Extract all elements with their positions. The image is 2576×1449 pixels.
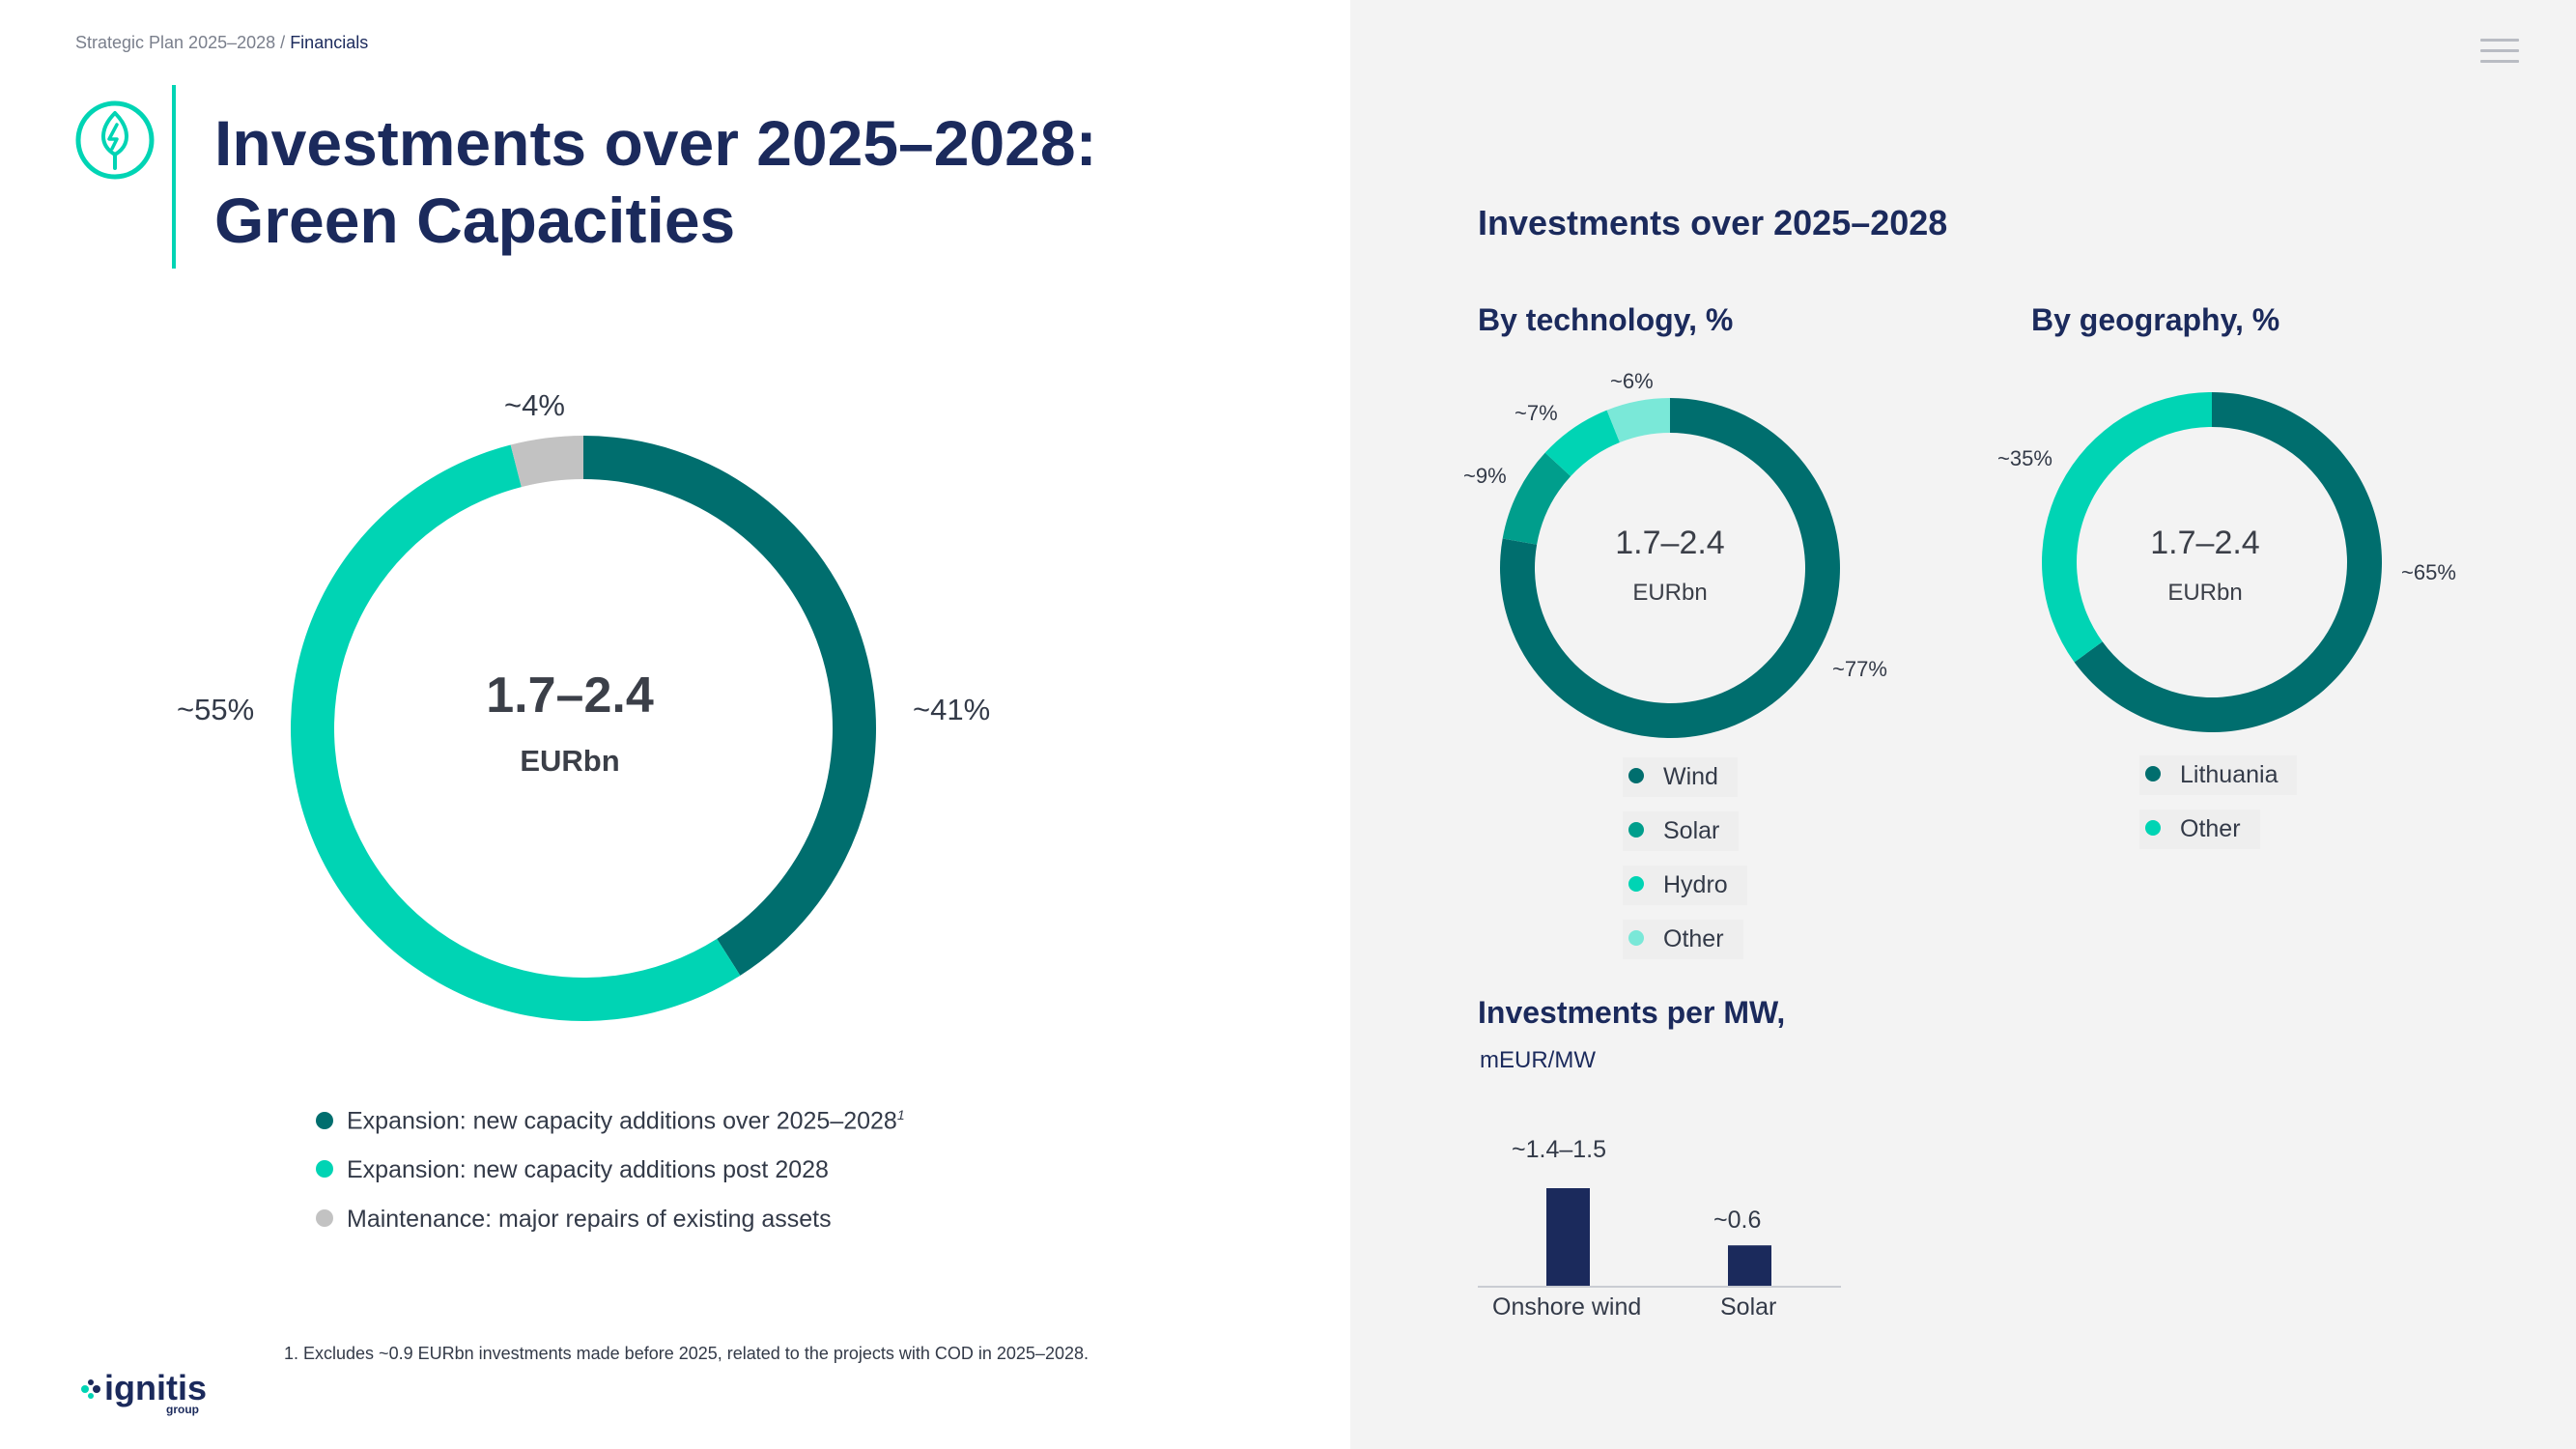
legend-item: Wind (1623, 757, 1738, 797)
legend-dot (316, 1111, 333, 1129)
slice-label: ~4% (504, 388, 565, 422)
donut-slice (1606, 398, 1670, 443)
slice-label: ~55% (177, 693, 255, 726)
donut-slice (1502, 452, 1571, 545)
breadcrumb-section[interactable]: Strategic Plan 2025–2028 (75, 33, 276, 52)
bar-value-label: ~1.4–1.5 (1512, 1136, 1607, 1163)
breadcrumb-current: Financials (290, 33, 369, 52)
logo-subtext: group (166, 1403, 199, 1416)
donut-chart-geography (2042, 392, 2382, 732)
center-value: 1.7–2.4 (2150, 525, 2260, 561)
logo-text: ignitis (104, 1368, 207, 1407)
legend-dot (1628, 930, 1644, 947)
ignitis-logo (81, 1379, 100, 1399)
legend-dot (2145, 820, 2161, 837)
legend-label: Hydro (1663, 871, 1728, 898)
legend-item: Lithuania (2139, 755, 2298, 795)
donut-chart-main (291, 436, 877, 1022)
legend-label: Other (2180, 815, 2241, 842)
page-title-line2: Green Capacities (214, 185, 736, 256)
bar-chart-title: Investments per MW, (1478, 995, 1786, 1030)
bar-chart-unit: mEUR/MW (1480, 1047, 1596, 1073)
center-unit: EURbn (1632, 580, 1708, 606)
bar (1728, 1245, 1771, 1286)
legend-label: Other (1663, 925, 1724, 952)
legend-item: Expansion: new capacity additions over 2… (316, 1107, 905, 1135)
legend-label: Expansion: new capacity additions over 2… (347, 1107, 897, 1135)
geography-chart-title: By geography, % (2031, 302, 2280, 337)
breadcrumb-separator: / (275, 33, 291, 52)
legend-item: Solar (1623, 811, 1740, 851)
legend-item: Hydro (1623, 866, 1747, 905)
legend-dot (1628, 822, 1644, 838)
slice-label: ~35% (1997, 446, 2052, 470)
bar (1546, 1188, 1590, 1286)
legend-item: Maintenance: major repairs of existing a… (316, 1206, 832, 1234)
legend-label: Expansion: new capacity additions post 2… (347, 1156, 829, 1183)
bar-category-label: Onshore wind (1492, 1293, 1642, 1321)
legend-dot (1628, 876, 1644, 893)
center-value: 1.7–2.4 (1615, 525, 1725, 561)
breadcrumb: Strategic Plan 2025–2028 / Financials (75, 33, 368, 53)
bar-value-label: ~0.6 (1713, 1207, 1762, 1234)
slice-label: ~6% (1610, 369, 1654, 393)
legend-item: Expansion: new capacity additions post 2… (316, 1156, 829, 1184)
title-divider (172, 85, 176, 269)
slice-label: ~7% (1514, 401, 1558, 425)
center-unit: EURbn (520, 744, 620, 778)
slice-label: ~9% (1463, 464, 1507, 488)
legend-label: Wind (1663, 763, 1718, 790)
legend-dot (2145, 766, 2161, 782)
footnote: 1. Excludes ~0.9 EURbn investments made … (284, 1344, 1089, 1363)
footnote-ref: 1 (896, 1107, 905, 1122)
donut-slice (583, 436, 877, 976)
technology-chart-title: By technology, % (1478, 302, 1734, 337)
right-panel-title: Investments over 2025–2028 (1478, 203, 1948, 242)
donut-slice (2042, 392, 2212, 663)
hamburger-menu-icon[interactable] (2480, 39, 2519, 64)
slice-label: ~41% (913, 693, 991, 726)
donut-chart-technology (1500, 398, 1840, 738)
page-title: Investments over 2025–2028: Green Capaci… (214, 104, 1097, 259)
legend-dot (316, 1209, 333, 1228)
legend-label: Solar (1663, 817, 1720, 844)
center-value: 1.7–2.4 (486, 668, 654, 724)
legend-dot (316, 1160, 333, 1179)
legend-label: Maintenance: major repairs of existing a… (347, 1206, 832, 1233)
legend-item: Other (2139, 810, 2260, 849)
page-title-line1: Investments over 2025–2028: (214, 107, 1097, 179)
legend-item: Other (1623, 920, 1743, 959)
slice-label: ~65% (2401, 560, 2456, 584)
donut-slice (1544, 410, 1620, 477)
bar-chart-investments-per-mw (1478, 1188, 1841, 1288)
legend-label: Lithuania (2180, 761, 2279, 788)
leaf-energy-icon (75, 100, 155, 180)
slice-label: ~77% (1832, 657, 1887, 681)
donut-slice (510, 436, 583, 488)
legend-dot (1628, 768, 1644, 784)
center-unit: EURbn (2167, 580, 2243, 606)
bar-category-label: Solar (1720, 1293, 1777, 1321)
donut-slice (291, 444, 741, 1022)
